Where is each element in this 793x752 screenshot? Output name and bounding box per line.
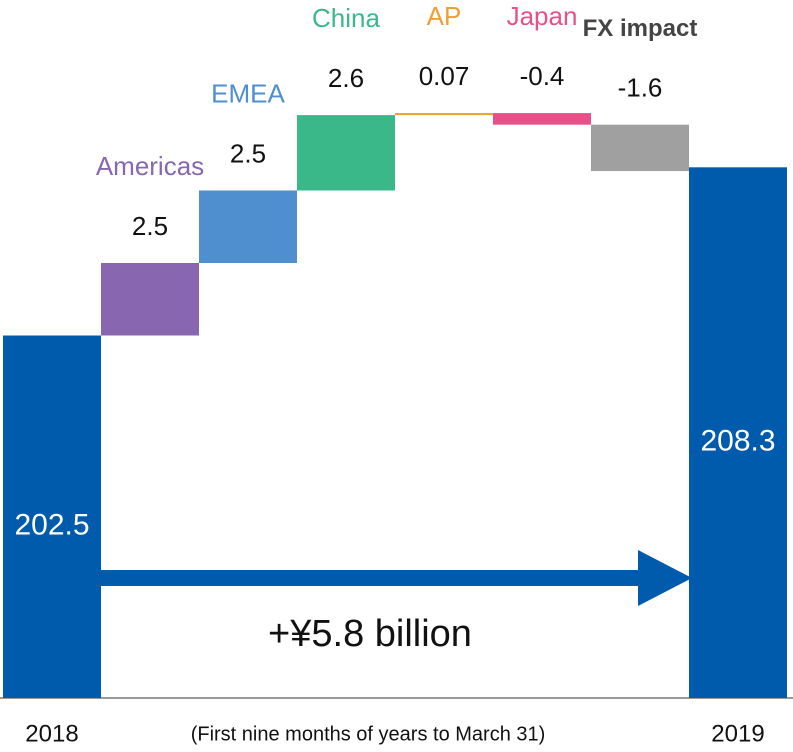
- x-tick-label: 2018: [25, 720, 78, 747]
- category-label: EMEA: [211, 78, 285, 108]
- arrow-head: [638, 550, 692, 606]
- value-label: -1.6: [618, 73, 663, 103]
- delta-bar: [493, 113, 591, 125]
- annotation: +¥5.8 billion: [268, 613, 472, 655]
- note: (First nine months of years to March 31): [191, 723, 546, 745]
- category-label: Japan: [507, 1, 578, 31]
- value-label: 2.6: [328, 63, 364, 93]
- value-label: -0.4: [520, 61, 565, 91]
- category-label: FX impact: [583, 15, 698, 42]
- category-label: China: [312, 3, 380, 33]
- total-bar: [689, 167, 787, 699]
- value-label: 2.5: [230, 138, 266, 168]
- x-tick-label: 2019: [711, 720, 764, 747]
- delta-bar: [395, 113, 493, 116]
- arrow-shaft: [101, 570, 641, 586]
- category-label: Americas: [96, 151, 204, 181]
- delta-bar: [297, 115, 395, 191]
- delta-bar: [101, 263, 199, 336]
- total-bar: [3, 335, 101, 698]
- category-label: AP: [427, 1, 462, 31]
- total-label: 208.3: [700, 425, 775, 458]
- total-label: 202.5: [14, 509, 89, 542]
- delta-bar: [591, 124, 689, 172]
- value-label: 0.07: [419, 61, 470, 91]
- delta-bar: [199, 190, 297, 263]
- value-label: 2.5: [132, 211, 168, 241]
